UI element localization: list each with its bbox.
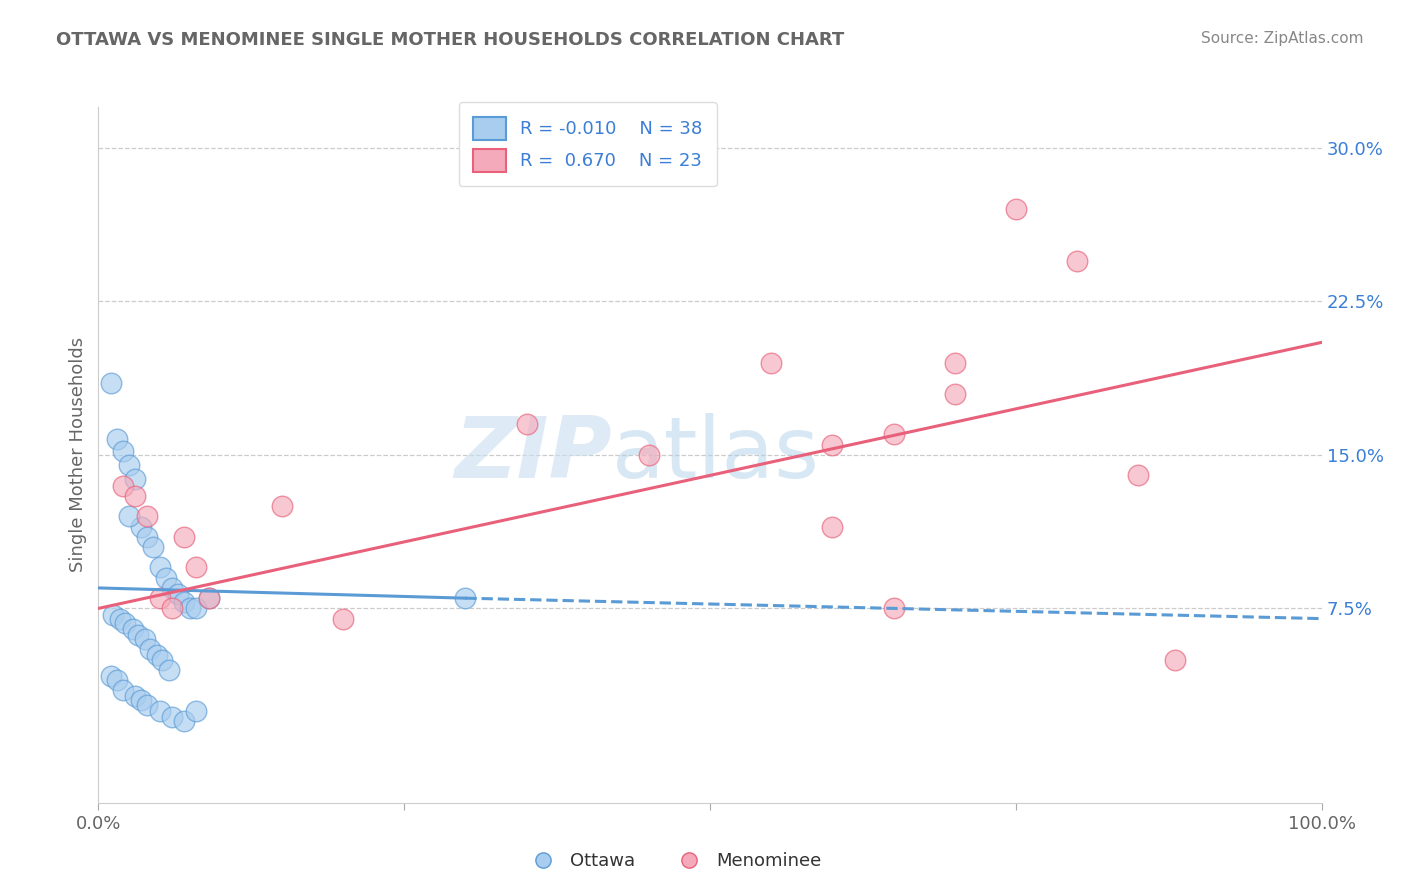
Point xyxy=(118,509,141,524)
Point xyxy=(100,669,122,683)
Point xyxy=(105,432,128,446)
Point xyxy=(149,560,172,574)
Point xyxy=(173,714,195,728)
Point xyxy=(121,622,143,636)
Point xyxy=(124,473,146,487)
Point xyxy=(761,356,783,370)
Point xyxy=(136,698,159,712)
Point xyxy=(124,690,146,704)
Point xyxy=(127,628,149,642)
Point xyxy=(821,438,844,452)
Point xyxy=(124,489,146,503)
Point xyxy=(270,499,294,513)
Point xyxy=(129,519,152,533)
Point xyxy=(943,356,966,370)
Point xyxy=(167,587,190,601)
Point xyxy=(179,601,201,615)
Point xyxy=(160,581,183,595)
Point xyxy=(149,591,172,606)
Text: OTTAWA VS MENOMINEE SINGLE MOTHER HOUSEHOLDS CORRELATION CHART: OTTAWA VS MENOMINEE SINGLE MOTHER HOUSEH… xyxy=(56,31,845,49)
Point xyxy=(100,376,122,391)
Point xyxy=(136,509,159,524)
Point xyxy=(173,530,195,544)
Point xyxy=(118,458,141,472)
Point xyxy=(150,652,173,666)
Point xyxy=(186,704,208,718)
Point xyxy=(142,540,165,554)
Point xyxy=(454,591,477,606)
Point xyxy=(129,693,152,707)
Legend: Ottawa, Menominee: Ottawa, Menominee xyxy=(517,845,830,877)
Point xyxy=(134,632,156,646)
Point xyxy=(155,571,177,585)
Text: Source: ZipAtlas.com: Source: ZipAtlas.com xyxy=(1201,31,1364,46)
Point xyxy=(136,530,159,544)
Point xyxy=(821,519,844,533)
Text: atlas: atlas xyxy=(612,413,820,497)
Point xyxy=(160,601,183,615)
Point xyxy=(111,443,134,458)
Point xyxy=(105,673,128,687)
Text: ZIP: ZIP xyxy=(454,413,612,497)
Point xyxy=(516,417,538,432)
Y-axis label: Single Mother Households: Single Mother Households xyxy=(69,337,87,573)
Point xyxy=(186,560,208,574)
Point xyxy=(637,448,661,462)
Point xyxy=(1164,652,1187,666)
Point xyxy=(149,704,172,718)
Point xyxy=(1004,202,1026,217)
Point xyxy=(186,601,208,615)
Point xyxy=(139,642,162,657)
Point xyxy=(111,478,134,492)
Point xyxy=(160,710,183,724)
Point xyxy=(332,612,354,626)
Point xyxy=(111,683,134,698)
Point xyxy=(883,601,905,615)
Point xyxy=(883,427,905,442)
Point xyxy=(197,591,219,606)
Point xyxy=(197,591,219,606)
Point xyxy=(173,595,195,609)
Point xyxy=(146,648,169,663)
Point xyxy=(114,615,136,630)
Point xyxy=(1128,468,1150,483)
Point xyxy=(943,386,966,401)
Point xyxy=(1066,253,1088,268)
Point xyxy=(101,607,124,622)
Point xyxy=(110,612,132,626)
Point xyxy=(157,663,180,677)
